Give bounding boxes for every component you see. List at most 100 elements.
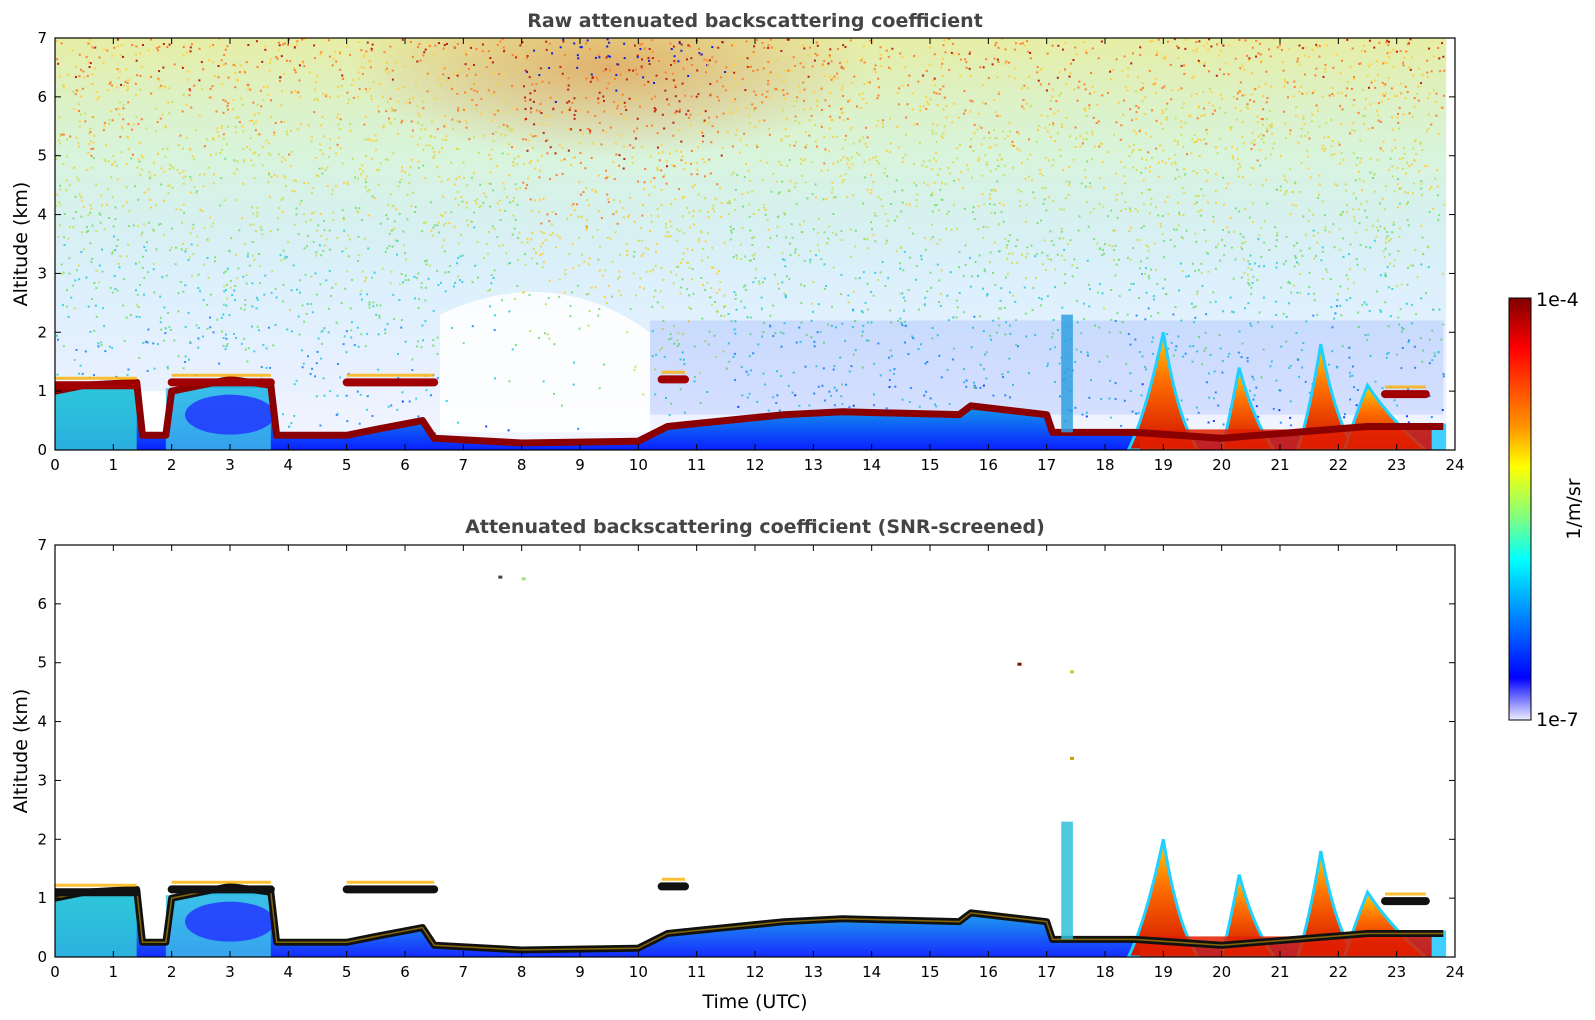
noise-speck (989, 334, 992, 337)
noise-speck (673, 61, 676, 64)
noise-speck (1154, 82, 1157, 85)
noise-speck (963, 381, 966, 384)
noise-speck (578, 181, 581, 184)
noise-speck (1204, 347, 1207, 350)
noise-speck (1413, 182, 1416, 185)
noise-speck (1180, 120, 1183, 123)
noise-speck (1301, 366, 1304, 369)
noise-speck (789, 144, 792, 147)
noise-speck (976, 128, 979, 131)
noise-speck (140, 155, 143, 158)
noise-speck (727, 313, 730, 316)
noise-speck (1269, 365, 1272, 368)
noise-speck (179, 280, 182, 283)
noise-speck (506, 153, 509, 156)
noise-speck (67, 315, 70, 318)
noise-speck (1407, 341, 1410, 344)
noise-speck (512, 161, 515, 164)
noise-speck (127, 225, 130, 228)
noise-speck (304, 273, 307, 276)
noise-speck (591, 76, 594, 79)
noise-speck (764, 213, 767, 216)
noise-speck (384, 328, 387, 331)
noise-speck (365, 50, 368, 53)
noise-speck (1098, 145, 1101, 148)
noise-speck (1373, 172, 1376, 175)
noise-speck (212, 173, 215, 176)
noise-speck (828, 150, 831, 153)
noise-speck (1028, 372, 1031, 375)
noise-speck (1252, 167, 1255, 170)
noise-speck (1379, 309, 1382, 312)
noise-speck (184, 250, 187, 253)
noise-speck (566, 110, 569, 113)
noise-speck (1398, 187, 1401, 190)
noise-speck (320, 234, 323, 237)
noise-speck (1093, 91, 1096, 94)
noise-speck (946, 368, 949, 371)
noise-speck (1432, 308, 1435, 311)
noise-speck (391, 69, 394, 72)
noise-speck (1074, 46, 1077, 49)
noise-speck (1093, 324, 1096, 327)
noise-speck (394, 109, 397, 112)
noise-speck (982, 226, 985, 229)
noise-speck (1439, 70, 1442, 73)
noise-speck (548, 337, 551, 340)
noise-speck (160, 183, 163, 186)
noise-speck (382, 126, 385, 129)
noise-speck (1013, 48, 1016, 51)
noise-speck (847, 301, 850, 304)
noise-speck (659, 290, 662, 293)
noise-speck (424, 286, 427, 289)
noise-speck (244, 348, 247, 351)
noise-speck (733, 352, 736, 355)
noise-speck (782, 211, 785, 214)
noise-speck (360, 173, 363, 176)
noise-speck (828, 127, 831, 130)
noise-speck (672, 282, 675, 285)
noise-speck (457, 147, 460, 150)
noise-speck (1041, 263, 1044, 266)
noise-speck (1165, 108, 1168, 111)
noise-speck (1013, 77, 1016, 80)
noise-speck (839, 61, 842, 64)
noise-speck (1103, 307, 1106, 310)
noise-speck (669, 235, 672, 238)
noise-speck (767, 61, 770, 64)
noise-speck (437, 283, 440, 286)
noise-speck (912, 337, 915, 340)
noise-speck (686, 247, 689, 250)
noise-speck (168, 43, 171, 46)
noise-speck (190, 178, 193, 181)
noise-speck (1258, 42, 1261, 45)
noise-speck (181, 242, 184, 245)
noise-speck (998, 202, 1001, 205)
noise-speck (1384, 301, 1387, 304)
noise-speck (1340, 314, 1343, 317)
noise-speck (733, 64, 736, 67)
noise-speck (358, 77, 361, 80)
noise-speck (587, 292, 590, 295)
noise-speck (269, 230, 272, 233)
noise-speck (116, 86, 119, 89)
noise-speck (363, 123, 366, 126)
noise-speck (728, 85, 731, 88)
noise-speck (913, 182, 916, 185)
noise-speck (1369, 246, 1372, 249)
noise-speck (277, 41, 280, 44)
noise-speck (899, 247, 902, 250)
noise-speck (648, 48, 651, 51)
noise-speck (943, 125, 946, 128)
noise-speck (267, 181, 270, 184)
noise-speck (166, 147, 169, 150)
noise-speck (1115, 263, 1118, 266)
noise-speck (633, 44, 636, 47)
noise-speck (1127, 75, 1130, 78)
noise-speck (74, 75, 77, 78)
noise-speck (618, 164, 621, 167)
noise-speck (419, 59, 422, 62)
noise-speck (571, 291, 574, 294)
noise-speck (282, 249, 285, 252)
noise-speck (385, 214, 388, 217)
